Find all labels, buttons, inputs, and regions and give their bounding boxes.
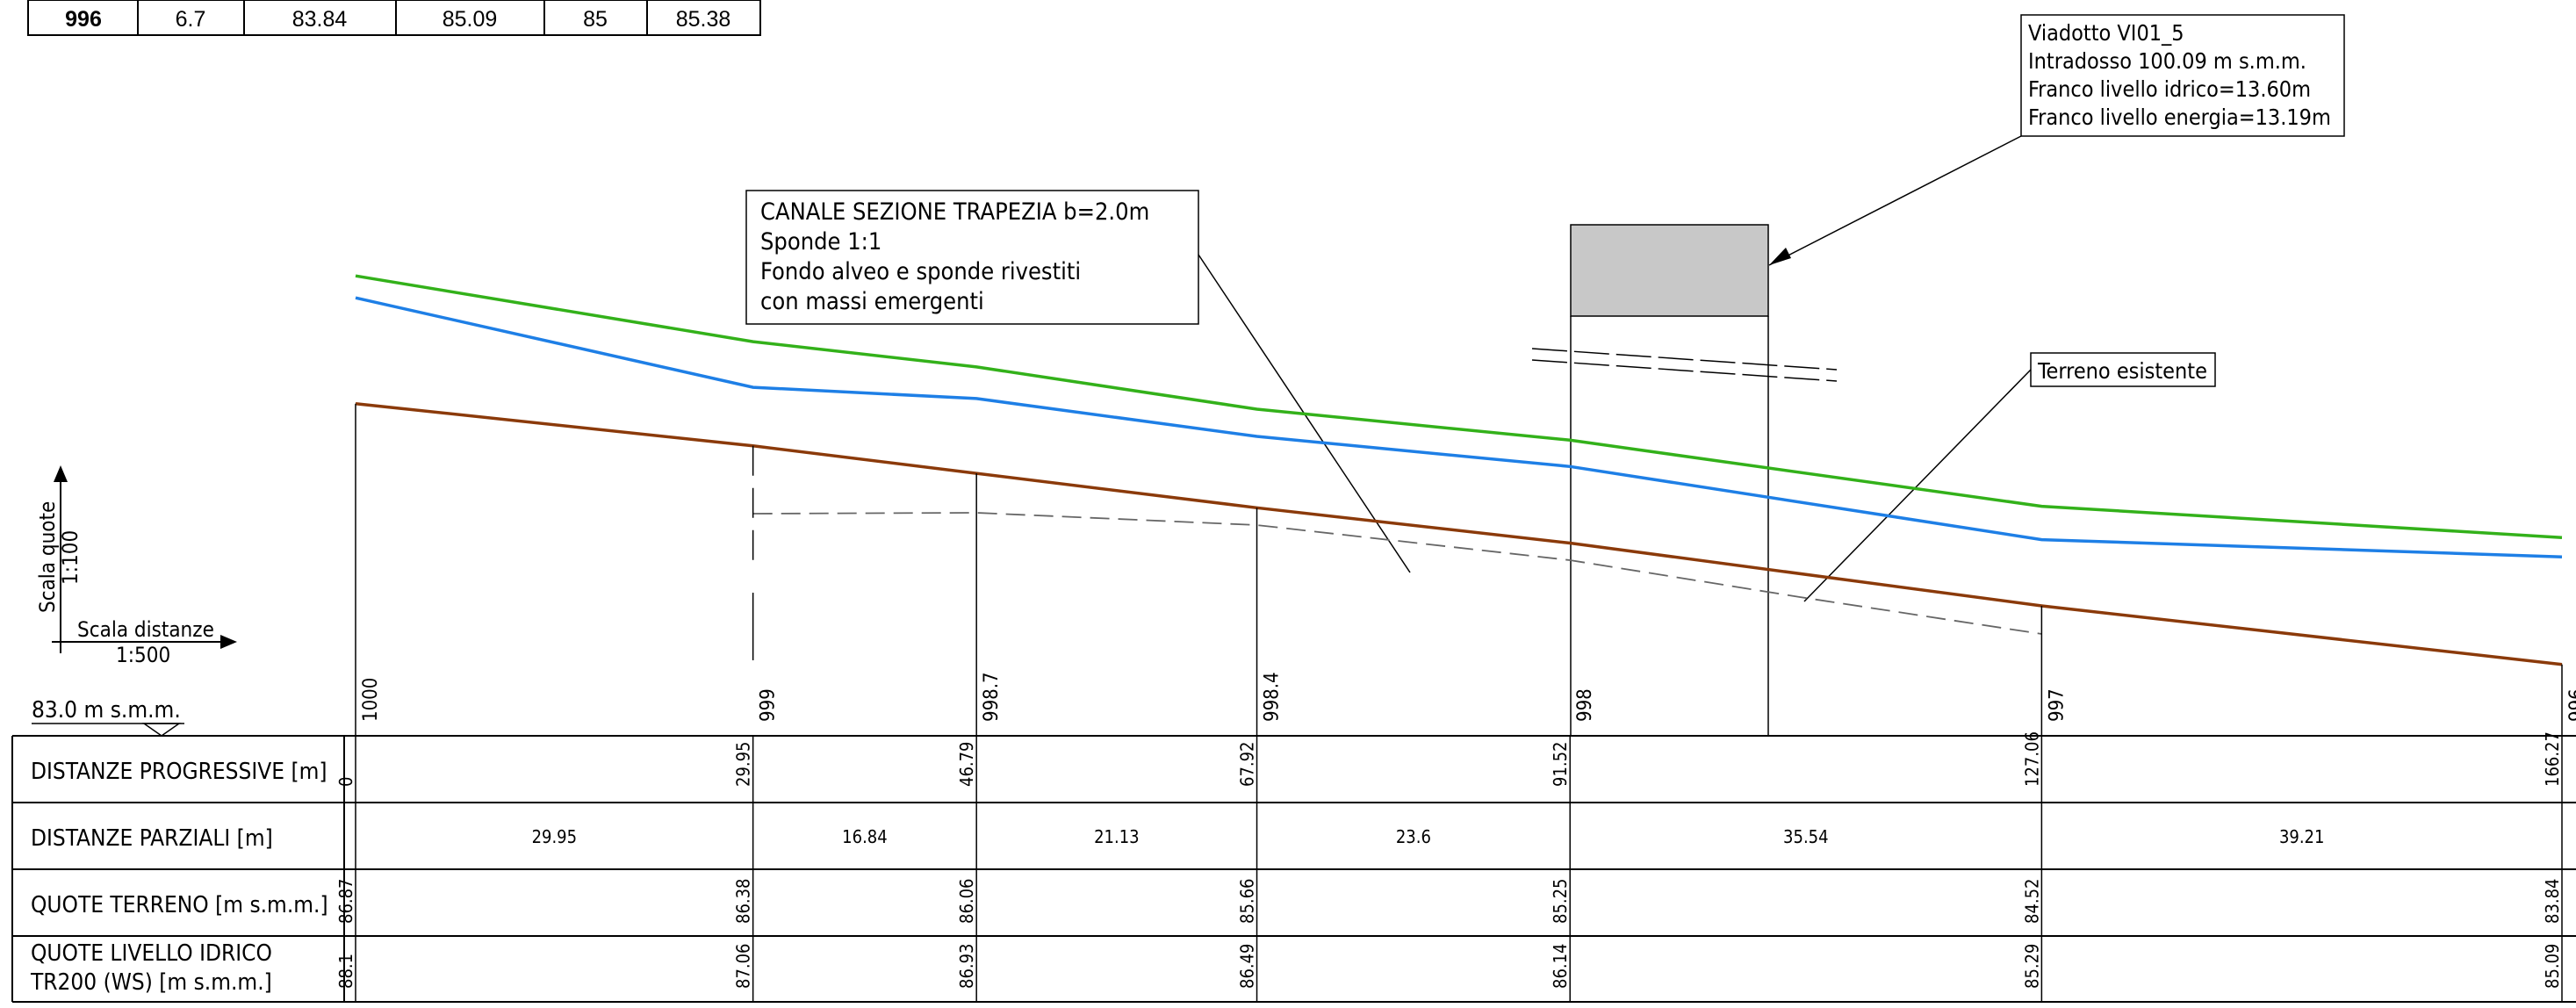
terrain-callout-label: Terreno esistente [2037,358,2207,384]
water-level-value: 86.93 [956,944,977,990]
top-table: 996 6.7 83.84 85.09 85 85.38 [27,0,761,36]
energy-line [355,274,2563,539]
datum-triangle [141,723,182,737]
data-table: DISTANZE PROGRESSIVE [m] DISTANZE PARZIA… [11,735,2576,1003]
scale-arrow-up [54,465,68,482]
section-id-label: 996 [2566,688,2576,722]
section-id-label: 1000 [360,678,382,722]
partial-distance-value: 29.95 [532,826,578,847]
progressive-distance-value: 46.79 [956,742,977,788]
progressive-distance-value: 127.06 [2021,731,2042,787]
top-table-cell: 85 [583,7,608,32]
terrain-quote-value: 86.06 [956,879,977,925]
section-id-label: 998 [1574,688,1596,722]
partial-distance-value: 21.13 [1094,826,1140,847]
progressive-distance-value: 166.27 [2542,731,2563,787]
top-table-cell: 6.7 [176,7,206,32]
section-id-label: 997 [2046,688,2068,722]
scale-arrow-right [220,635,237,649]
bridge-callout-line: Franco livello idrico=13.60m [2028,76,2311,102]
progressive-distance-value: 67.92 [1237,742,1258,788]
terrain-quote-value: 86.38 [733,879,754,925]
water-level-value: 85.09 [2542,944,2563,990]
row-label-water-1: QUOTE LIVELLO IDRICO [31,940,272,967]
bridge-deck [1531,224,1838,736]
channel-callout-line: con massi emergenti [760,288,984,315]
section-id-label: 998.4 [1262,672,1284,722]
row-label-terrain: QUOTE TERRENO [m s.m.m.] [31,892,328,918]
partial-distance-value: 23.6 [1396,826,1431,847]
top-table-cell: 85.38 [676,7,731,32]
terrain-quote-value: 84.52 [2021,879,2042,925]
progressive-distance-value: 91.52 [1550,742,1571,788]
partial-distance-value: 16.84 [842,826,888,847]
bridge-deck-rect [1570,224,1769,317]
scale-indicator: Scala quote 1:100 Scala distanze 1:500 [35,465,237,667]
section-id-label: 998.7 [981,672,1003,722]
datum-label: 83.0 m s.m.m. [32,697,181,724]
scale-horizontal-label: Scala distanze [77,617,214,642]
datum: 83.0 m s.m.m. [32,697,184,737]
partial-distance-value: 35.54 [1783,826,1829,847]
channel-callout-line: CANALE SEZIONE TRAPEZIA b=2.0m [760,198,1149,226]
terrain-line [752,512,2042,635]
scale-vertical-label: Scala quote [35,501,60,613]
terrain-quote-value: 83.84 [2542,879,2563,925]
row-label-progressive: DISTANZE PROGRESSIVE [m] [31,759,327,785]
section-markers: 1000 999 998.7 998.4 998 997 996 [355,403,2576,736]
row-label-water-2: TR200 (WS) [m s.m.m.] [30,969,272,996]
progressive-distance-value: 0 [335,777,356,787]
bridge-callout-line: Viadotto VI01_5 [2028,20,2184,46]
scale-vertical-ratio: 1:100 [58,530,83,585]
water-level-value: 86.14 [1550,944,1571,990]
top-table-cell: 85.09 [443,7,498,32]
top-table-cell: 996 [65,7,102,32]
bridge-road-dashed [1531,348,1838,371]
channel-callout: CANALE SEZIONE TRAPEZIA b=2.0m Sponde 1:… [745,190,1411,573]
partial-distance-value: 39.21 [2279,826,2325,847]
bridge-callout-line: Franco livello energia=13.19m [2028,104,2331,130]
table-values: 0 86.87 88.1 29.95 86.38 87.06 46.79 86.06 86.93… [335,731,2563,1002]
water-level-value: 88.1 [335,954,356,989]
section-id-label: 999 [758,688,780,722]
water-line [355,296,2563,558]
water-level-value: 86.49 [1237,944,1258,990]
terrain-quote-value: 85.66 [1237,879,1258,925]
bridge-callout: Viadotto VI01_5 Intradosso 100.09 m s.m.… [1768,14,2345,266]
top-table-cell: 83.84 [292,7,348,32]
water-level-value: 85.29 [2021,944,2042,990]
bridge-callout-line: Intradosso 100.09 m s.m.m. [2028,48,2306,74]
bed-line [355,401,2563,666]
row-label-partial: DISTANZE PARZIALI [m] [31,825,273,852]
channel-callout-line: Sponde 1:1 [760,228,881,256]
terrain-callout: Terreno esistente [1803,352,2216,602]
terrain-quote-value: 85.25 [1550,879,1571,925]
channel-callout-line: Fondo alveo e sponde rivestiti [760,258,1081,285]
progressive-distance-value: 29.95 [733,742,754,788]
bridge-road-dashed [1531,359,1838,382]
scale-horizontal-ratio: 1:500 [116,643,170,667]
water-level-value: 87.06 [733,944,754,990]
terrain-quote-value: 86.87 [335,879,356,925]
bridge-arrowhead [1769,248,1791,265]
